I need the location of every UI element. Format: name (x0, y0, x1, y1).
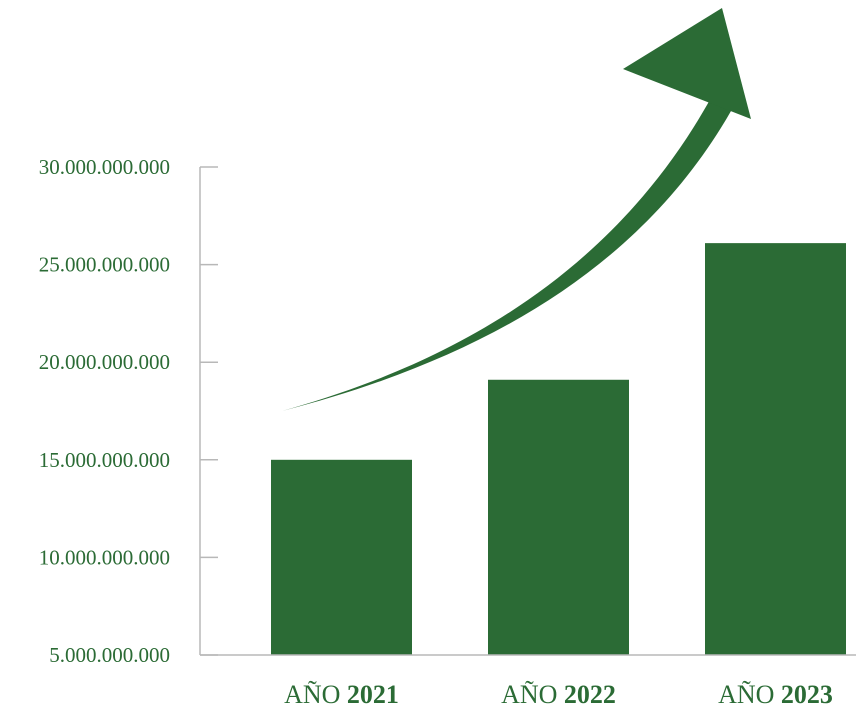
x-category-label: AÑO 2022 (501, 680, 616, 709)
bar-2023 (705, 243, 846, 656)
category-prefix: AÑO (284, 680, 347, 709)
trend-arrow-head (623, 8, 751, 119)
x-axis: AÑO 2021 AÑO 2022 AÑO 2023 (200, 654, 856, 709)
bar-2022 (488, 379, 629, 655)
category-prefix: AÑO (718, 680, 781, 709)
y-tick-label: 30.000.000.000 (39, 155, 170, 179)
y-axis: 5.000.000.000 10.000.000.000 15.000.000.00… (39, 155, 218, 667)
y-tick-label: 5.000.000.000 (49, 643, 170, 667)
x-category-label: AÑO 2021 (284, 680, 399, 709)
trend-arrow-icon (282, 8, 751, 411)
y-tick-label: 15.000.000.000 (39, 448, 170, 472)
x-category-label: AÑO 2023 (718, 680, 833, 709)
bar-2021 (271, 459, 412, 655)
category-year: 2021 (347, 680, 399, 709)
category-year: 2023 (781, 680, 833, 709)
category-year: 2022 (564, 680, 616, 709)
bars-group (271, 243, 846, 656)
trend-arrow-body (282, 96, 731, 411)
category-prefix: AÑO (501, 680, 564, 709)
y-tick-label: 20.000.000.000 (39, 350, 170, 374)
y-tick-label: 25.000.000.000 (39, 253, 170, 277)
y-tick-label: 10.000.000.000 (39, 545, 170, 569)
